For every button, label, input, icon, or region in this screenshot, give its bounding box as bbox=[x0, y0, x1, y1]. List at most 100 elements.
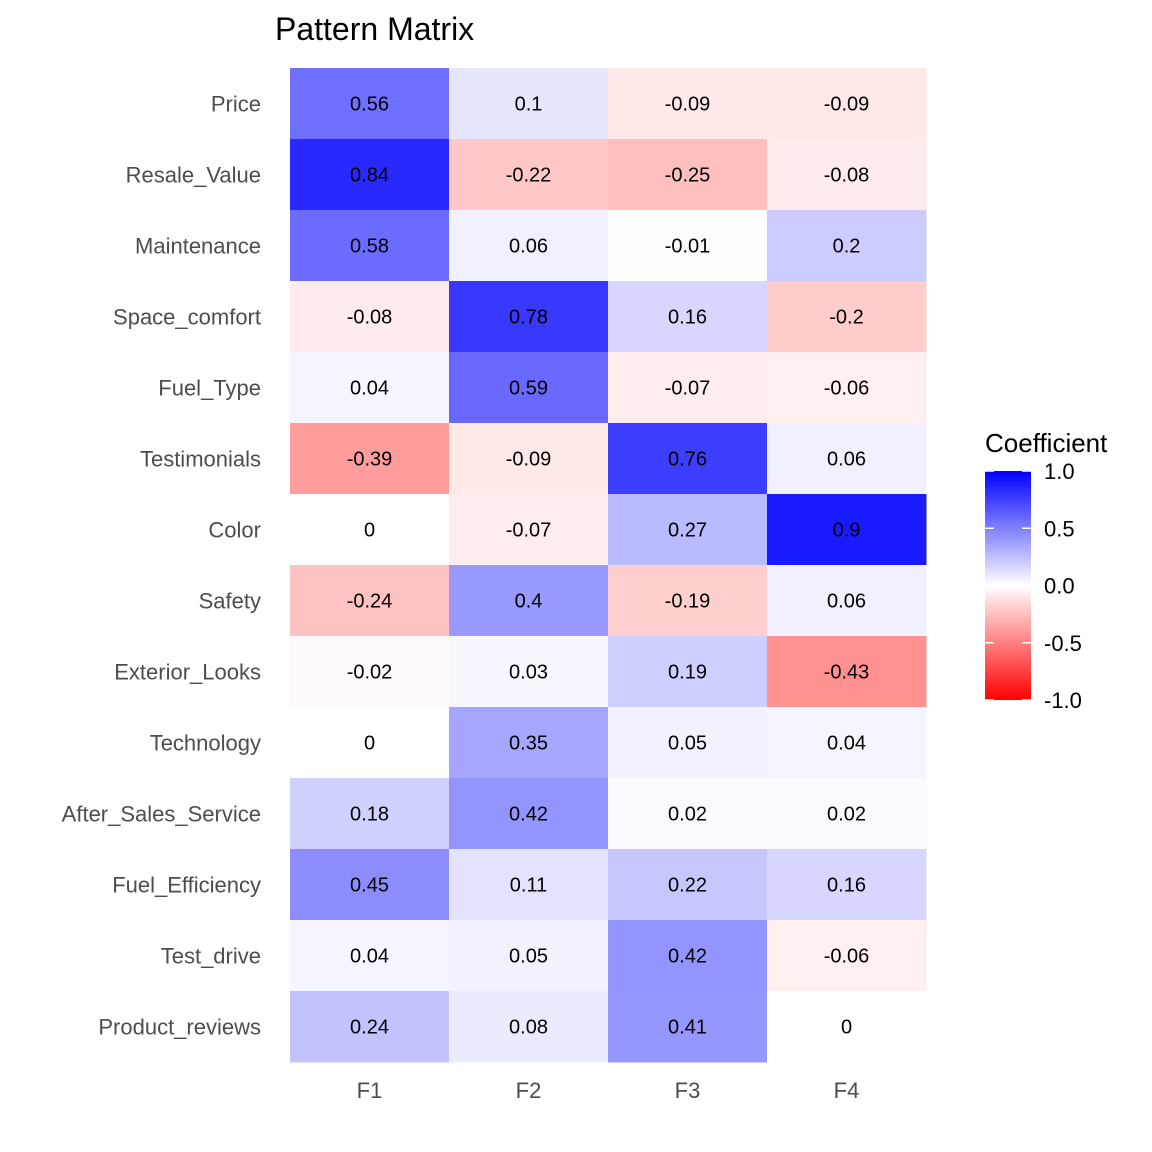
heatmap-cell-technology-f3 bbox=[608, 707, 768, 779]
cell-label-resale-value-f4: -0.08 bbox=[824, 165, 870, 187]
cell-label-color-f2: -0.07 bbox=[506, 520, 552, 542]
cell-label-technology-f2: 0.35 bbox=[509, 733, 548, 755]
y-tick-label-test-drive: Test_drive bbox=[161, 944, 261, 969]
heatmap-cell-fuel-type-f4 bbox=[767, 352, 927, 424]
heatmap-cell-fuel-efficiency-f4 bbox=[767, 849, 927, 921]
heatmap-cell-resale-value-f4 bbox=[767, 139, 927, 211]
heatmap-cell-product-reviews-f2 bbox=[449, 991, 609, 1063]
cell-label-space-comfort-f4: -0.2 bbox=[829, 307, 863, 329]
heatmap-cell-safety-f4 bbox=[767, 565, 927, 637]
heatmap-cell-labels: 0.56 0.1 -0.09 -0.09 0.84 -0.22 -0.25 -0.08 0.58… bbox=[347, 94, 870, 1039]
heatmap-cell-exterior-looks-f2 bbox=[449, 636, 609, 708]
chart-title: Pattern Matrix bbox=[275, 11, 474, 47]
heatmap-cell-fuel-type-f3 bbox=[608, 352, 768, 424]
y-tick-label-exterior-looks: Exterior_Looks bbox=[114, 660, 261, 685]
cell-label-test-drive-f2: 0.05 bbox=[509, 946, 548, 968]
cell-label-safety-f1: -0.24 bbox=[347, 591, 393, 613]
y-tick-label-safety: Safety bbox=[199, 589, 261, 614]
heatmap-cell-product-reviews-f3 bbox=[608, 991, 768, 1063]
cell-label-testimonials-f3: 0.76 bbox=[668, 449, 707, 471]
heatmap-cell-after-sales-service-f1 bbox=[290, 778, 450, 850]
cell-label-product-reviews-f3: 0.41 bbox=[668, 1017, 707, 1039]
y-tick-label-fuel-efficiency: Fuel_Efficiency bbox=[112, 873, 261, 898]
cell-label-price-f2: 0.1 bbox=[515, 94, 543, 116]
cell-label-resale-value-f1: 0.84 bbox=[350, 165, 389, 187]
heatmap-cell-resale-value-f3 bbox=[608, 139, 768, 211]
heatmap-cell-exterior-looks-f4 bbox=[767, 636, 927, 708]
cell-label-technology-f3: 0.05 bbox=[668, 733, 707, 755]
heatmap-cell-space-comfort-f1 bbox=[290, 281, 450, 353]
cell-label-fuel-efficiency-f3: 0.22 bbox=[668, 875, 707, 897]
legend-ticks: 1.0 0.5 0.0 -0.5 -1.0 bbox=[985, 459, 1082, 713]
y-tick-label-after-sales-service: After_Sales_Service bbox=[62, 802, 261, 827]
cell-label-fuel-type-f2: 0.59 bbox=[509, 378, 548, 400]
heatmap-cell-maintenance-f1 bbox=[290, 210, 450, 282]
y-tick-label-resale-value: Resale_Value bbox=[126, 163, 261, 188]
cell-label-product-reviews-f2: 0.08 bbox=[509, 1017, 548, 1039]
cell-label-color-f4: 0.9 bbox=[833, 520, 861, 542]
cell-label-exterior-looks-f2: 0.03 bbox=[509, 662, 548, 684]
cell-label-technology-f4: 0.04 bbox=[827, 733, 866, 755]
cell-label-after-sales-service-f2: 0.42 bbox=[509, 804, 548, 826]
y-tick-label-product-reviews: Product_reviews bbox=[98, 1015, 261, 1040]
cell-label-testimonials-f2: -0.09 bbox=[506, 449, 552, 471]
cell-label-price-f1: 0.56 bbox=[350, 94, 389, 116]
cell-label-price-f3: -0.09 bbox=[665, 94, 711, 116]
heatmap-cell-test-drive-f2 bbox=[449, 920, 609, 992]
heatmap-cell-product-reviews-f4 bbox=[767, 991, 927, 1063]
cell-label-fuel-efficiency-f4: 0.16 bbox=[827, 875, 866, 897]
heatmap-cell-testimonials-f3 bbox=[608, 423, 768, 495]
heatmap-cell-fuel-type-f2 bbox=[449, 352, 609, 424]
cell-label-test-drive-f3: 0.42 bbox=[668, 946, 707, 968]
heatmap-cell-safety-f1 bbox=[290, 565, 450, 637]
cell-label-fuel-type-f3: -0.07 bbox=[665, 378, 711, 400]
legend-tick-label: -1.0 bbox=[1044, 688, 1082, 713]
heatmap-cell-technology-f2 bbox=[449, 707, 609, 779]
heatmap-tiles bbox=[290, 68, 927, 1063]
cell-label-color-f1: 0 bbox=[364, 520, 375, 542]
legend-tick-label: 0.5 bbox=[1044, 516, 1075, 541]
color-legend: Coefficient 1.0 0.5 0.0 -0.5 -1.0 bbox=[985, 428, 1108, 713]
y-axis-tick-labels: Price Resale_Value Maintenance Space_comfor… bbox=[62, 92, 261, 1040]
heatmap-cell-test-drive-f1 bbox=[290, 920, 450, 992]
heatmap-cell-safety-f3 bbox=[608, 565, 768, 637]
y-tick-label-maintenance: Maintenance bbox=[135, 234, 261, 259]
heatmap-cell-color-f2 bbox=[449, 494, 609, 566]
cell-label-exterior-looks-f1: -0.02 bbox=[347, 662, 393, 684]
heatmap-cell-fuel-type-f1 bbox=[290, 352, 450, 424]
heatmap-cell-maintenance-f2 bbox=[449, 210, 609, 282]
cell-label-safety-f2: 0.4 bbox=[515, 591, 543, 613]
cell-label-fuel-type-f1: 0.04 bbox=[350, 378, 389, 400]
heatmap-cell-resale-value-f2 bbox=[449, 139, 609, 211]
y-tick-label-fuel-type: Fuel_Type bbox=[158, 376, 261, 401]
y-tick-label-testimonials: Testimonials bbox=[140, 447, 261, 472]
heatmap-cell-fuel-efficiency-f1 bbox=[290, 849, 450, 921]
heatmap-cell-testimonials-f4 bbox=[767, 423, 927, 495]
cell-label-maintenance-f2: 0.06 bbox=[509, 236, 548, 258]
heatmap-cell-technology-f1 bbox=[290, 707, 450, 779]
cell-label-maintenance-f4: 0.2 bbox=[833, 236, 861, 258]
y-tick-label-price: Price bbox=[211, 92, 261, 117]
heatmap-cell-maintenance-f3 bbox=[608, 210, 768, 282]
heatmap-cell-after-sales-service-f4 bbox=[767, 778, 927, 850]
heatmap-cell-fuel-efficiency-f3 bbox=[608, 849, 768, 921]
heatmap-cell-product-reviews-f1 bbox=[290, 991, 450, 1063]
legend-tick-label: -0.5 bbox=[1044, 631, 1082, 656]
heatmap-cell-color-f4 bbox=[767, 494, 927, 566]
heatmap-cell-test-drive-f3 bbox=[608, 920, 768, 992]
heatmap-cell-after-sales-service-f3 bbox=[608, 778, 768, 850]
cell-label-space-comfort-f1: -0.08 bbox=[347, 307, 393, 329]
x-axis-tick-labels: F1 F2 F3 F4 bbox=[357, 1078, 860, 1103]
heatmap-cell-fuel-efficiency-f2 bbox=[449, 849, 609, 921]
cell-label-space-comfort-f3: 0.16 bbox=[668, 307, 707, 329]
legend-tick-label: 0.0 bbox=[1044, 574, 1075, 599]
heatmap-cell-space-comfort-f2 bbox=[449, 281, 609, 353]
heatmap-cell-testimonials-f1 bbox=[290, 423, 450, 495]
heatmap-cell-exterior-looks-f1 bbox=[290, 636, 450, 708]
cell-label-product-reviews-f4: 0 bbox=[841, 1017, 852, 1039]
cell-label-testimonials-f4: 0.06 bbox=[827, 449, 866, 471]
y-tick-label-color: Color bbox=[208, 518, 261, 543]
cell-label-price-f4: -0.09 bbox=[824, 94, 870, 116]
cell-label-test-drive-f4: -0.06 bbox=[824, 946, 870, 968]
